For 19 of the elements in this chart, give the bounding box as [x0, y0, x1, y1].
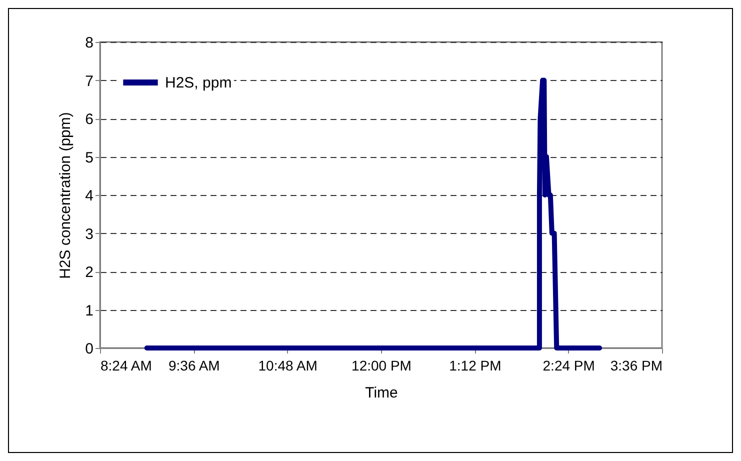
- x-tick-label: 3:36 PM: [610, 358, 662, 374]
- x-tick-label: 2:24 PM: [542, 358, 595, 374]
- y-tick-label: 1: [85, 302, 94, 320]
- x-tick-label: 1:12 PM: [449, 358, 502, 374]
- x-tick-label: 9:36 AM: [168, 358, 220, 374]
- y-tick-label: 0: [85, 340, 94, 358]
- y-tick-label: 8: [85, 34, 94, 52]
- y-tick-label: 4: [85, 188, 94, 204]
- y-tick-label: 7: [85, 72, 94, 90]
- y-tick-label: 6: [85, 111, 94, 128]
- legend-label: H2S, ppm: [165, 74, 232, 92]
- y-tick-label: 5: [85, 149, 94, 166]
- y-tick-label: 2: [85, 264, 94, 281]
- y-tick-label: 3: [85, 226, 94, 243]
- y-axis-title: H2S concentration (ppm): [57, 112, 74, 279]
- x-tick-label: 10:48 AM: [258, 358, 318, 374]
- x-axis-title: Time: [365, 384, 398, 402]
- x-tick-label: 12:00 PM: [352, 358, 412, 374]
- x-tick-label: 8:24 AM: [100, 358, 152, 374]
